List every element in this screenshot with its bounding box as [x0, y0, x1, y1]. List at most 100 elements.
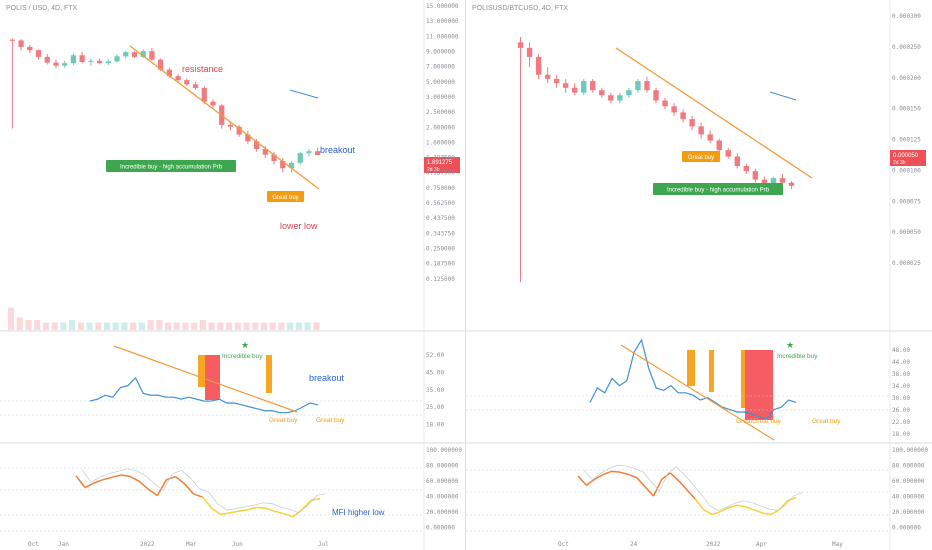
oscillator-line — [89, 376, 319, 414]
polis-btc-chart[interactable]: POLISUSD/BTCUSD, 4D, FTX Great buy Incre… — [466, 0, 932, 550]
osc-incredible-buy: Incredible buy — [222, 353, 263, 360]
alert-bar — [266, 355, 272, 393]
mfi-segment — [737, 504, 746, 508]
mfi-tick-label: 20.000000 — [426, 509, 459, 516]
price-tag: 0.000050 2d 3h — [890, 150, 926, 166]
osc-tick-label: 45.00 — [426, 369, 444, 376]
osc-tick-label: 48.00 — [892, 347, 910, 354]
incredible-buy-label-bg — [106, 160, 236, 172]
y-tick-label: 2.000000 — [426, 124, 455, 131]
y-tick-label: 0.750000 — [426, 185, 455, 192]
y-tick-label: 0.000050 — [892, 229, 921, 236]
candle-body — [158, 59, 164, 70]
volume-bar — [165, 322, 172, 330]
mfi-segment — [75, 475, 86, 489]
candle-body — [27, 46, 33, 51]
polis-usd-chart-canvas[interactable]: POLIS / USD, 4D, FTX resistance breakout… — [0, 0, 465, 550]
annotation-breakout: breakout — [320, 145, 356, 155]
candle-body — [18, 40, 24, 47]
mfi-segment — [93, 478, 104, 484]
y-tick-label: 0.250000 — [426, 246, 455, 253]
y-tick-label: 0.000075 — [892, 198, 921, 205]
mfi-tick-label: 60.000000 — [426, 478, 459, 485]
candle-body — [707, 134, 713, 141]
mfi-tick-label: 20.000000 — [892, 509, 925, 516]
y-tick-label: 0.125000 — [426, 276, 455, 283]
volume-bar — [304, 322, 311, 330]
price-tag-countdown: 2d 3h — [427, 167, 440, 173]
osc-tick-label: 34.00 — [892, 383, 910, 390]
y-tick-label: 0.000250 — [892, 44, 921, 51]
volume-bar — [130, 322, 137, 330]
oscillator-trendline — [113, 345, 298, 413]
osc-incredible-buy: Incredible buy — [777, 353, 818, 360]
candle-body — [44, 56, 50, 63]
volume-bar — [226, 322, 233, 330]
volume-bar — [173, 322, 180, 330]
candle-body — [131, 52, 138, 57]
mfi-segment — [229, 510, 239, 514]
incredible-buy-label: Incredible buy - high accumulation Prb — [653, 183, 783, 195]
polis-btc-chart-canvas[interactable]: POLISUSD/BTCUSD, 4D, FTX Great buy Incre… — [466, 0, 932, 550]
candle-body — [788, 182, 795, 186]
candle-body — [716, 140, 722, 151]
mfi-segment — [628, 473, 637, 479]
indicator-line — [769, 91, 797, 101]
x-tick-label: Oct — [558, 541, 569, 548]
price-tag-value: 1.891275 — [427, 160, 453, 166]
polis-usd-chart[interactable]: POLIS / USD, 4D, FTX resistance breakout… — [0, 0, 466, 550]
volume-bar — [199, 320, 206, 330]
candle-body — [236, 126, 242, 135]
incredible-buy-label-text: Incredible buy - high accumulation Prb — [120, 165, 223, 171]
mfi-segment — [594, 473, 604, 480]
x-tick-label: Mar — [186, 541, 197, 548]
candle-body — [689, 119, 695, 127]
candle-body — [9, 39, 15, 41]
great-buy-label: Great buy — [267, 191, 304, 202]
alert-bar — [205, 355, 220, 400]
candle-body — [653, 90, 659, 101]
volume-bar — [112, 322, 119, 330]
volume-bar — [95, 322, 102, 330]
mfi-segment — [111, 474, 122, 479]
volume-bar — [252, 322, 259, 330]
mfi-tick-label: 100.000000 — [892, 447, 929, 454]
y-tick-label: 2.500000 — [426, 109, 455, 116]
mfi-segment — [193, 493, 203, 498]
candle-body — [53, 62, 59, 66]
osc-breakout: breakout — [309, 373, 345, 383]
candle-body — [752, 171, 759, 180]
x-tick-label: May — [832, 541, 843, 548]
y-tick-label: 3.000000 — [426, 94, 455, 101]
volume-bar — [51, 322, 58, 330]
mfi-segment — [694, 498, 705, 511]
candle-body — [123, 52, 129, 57]
volume-bar — [295, 322, 302, 330]
mfi-segment — [274, 510, 285, 515]
volume-bar — [234, 322, 241, 330]
candle-body — [553, 78, 560, 84]
candle-body — [149, 51, 155, 60]
volume-bar — [208, 322, 215, 330]
mfi-segment — [211, 507, 222, 516]
volume-bar — [182, 322, 189, 330]
candle-body — [734, 156, 740, 167]
mfi-segment — [156, 479, 168, 496]
mfi-segment — [183, 483, 195, 495]
volume-bar — [77, 322, 84, 330]
mfi-segment — [301, 499, 312, 511]
y-tick-label: 9.000000 — [426, 48, 455, 55]
candle-body — [671, 106, 677, 113]
x-tick-label: Apr — [756, 541, 767, 548]
price-tag-bg — [424, 157, 460, 173]
candle-body — [114, 56, 120, 62]
osc-tick-label: 22.00 — [892, 419, 910, 426]
y-tick-label: 0.562500 — [426, 200, 455, 207]
osc-tick-label: 18.00 — [892, 431, 910, 438]
mfi-tick-label: 40.000000 — [892, 494, 925, 501]
star-icon: ★ — [241, 340, 249, 350]
volume-bar — [25, 320, 32, 330]
candle-body — [581, 81, 587, 93]
mfi-segment — [661, 472, 671, 480]
volume-bar — [217, 322, 224, 330]
